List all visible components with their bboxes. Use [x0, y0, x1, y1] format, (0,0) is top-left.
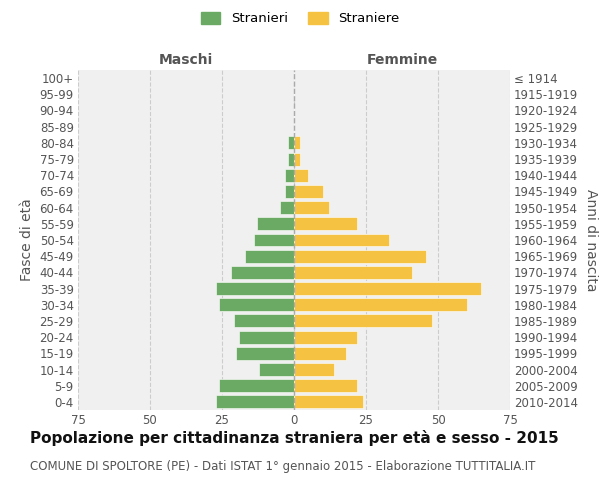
- Bar: [259, 363, 294, 376]
- Bar: [294, 282, 481, 295]
- Bar: [216, 282, 294, 295]
- Bar: [294, 314, 432, 328]
- Bar: [294, 169, 308, 181]
- Bar: [245, 250, 294, 262]
- Bar: [219, 379, 294, 392]
- Bar: [294, 363, 334, 376]
- Bar: [288, 152, 294, 166]
- Bar: [288, 136, 294, 149]
- Bar: [294, 379, 358, 392]
- Y-axis label: Fasce di età: Fasce di età: [20, 198, 34, 281]
- Bar: [294, 152, 300, 166]
- Text: Femmine: Femmine: [367, 54, 437, 68]
- Bar: [233, 314, 294, 328]
- Bar: [294, 250, 427, 262]
- Bar: [294, 136, 300, 149]
- Bar: [294, 218, 358, 230]
- Bar: [294, 298, 467, 311]
- Legend: Stranieri, Straniere: Stranieri, Straniere: [196, 6, 404, 30]
- Bar: [219, 298, 294, 311]
- Bar: [239, 330, 294, 344]
- Bar: [216, 396, 294, 408]
- Bar: [286, 169, 294, 181]
- Bar: [280, 201, 294, 214]
- Bar: [294, 201, 329, 214]
- Bar: [236, 347, 294, 360]
- Text: Maschi: Maschi: [159, 54, 213, 68]
- Bar: [294, 396, 363, 408]
- Text: COMUNE DI SPOLTORE (PE) - Dati ISTAT 1° gennaio 2015 - Elaborazione TUTTITALIA.I: COMUNE DI SPOLTORE (PE) - Dati ISTAT 1° …: [30, 460, 535, 473]
- Bar: [254, 234, 294, 246]
- Bar: [294, 330, 358, 344]
- Bar: [286, 185, 294, 198]
- Y-axis label: Anni di nascita: Anni di nascita: [584, 188, 598, 291]
- Bar: [257, 218, 294, 230]
- Bar: [294, 234, 389, 246]
- Bar: [294, 347, 346, 360]
- Bar: [294, 185, 323, 198]
- Text: Popolazione per cittadinanza straniera per età e sesso - 2015: Popolazione per cittadinanza straniera p…: [30, 430, 559, 446]
- Bar: [294, 266, 412, 279]
- Bar: [230, 266, 294, 279]
